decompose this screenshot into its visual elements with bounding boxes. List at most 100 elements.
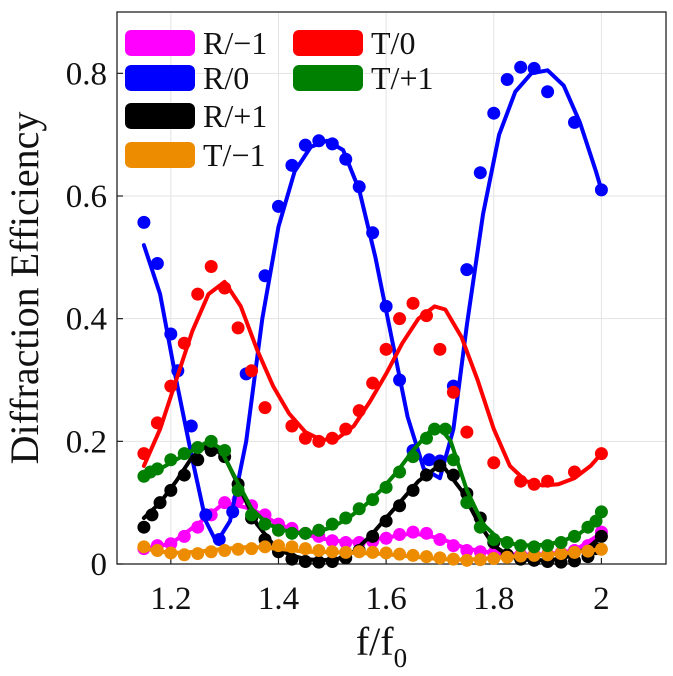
- data-point: [137, 540, 151, 554]
- data-point: [406, 483, 420, 497]
- x-tick-label: 2: [593, 581, 610, 617]
- data-point: [366, 226, 380, 240]
- y-axis-label: Diffraction Efficiency: [2, 112, 47, 465]
- data-point: [352, 180, 366, 194]
- data-point: [137, 215, 151, 229]
- data-point: [285, 526, 299, 540]
- data-point: [568, 529, 581, 543]
- data-point: [258, 540, 272, 554]
- data-point: [218, 444, 232, 458]
- data-point: [514, 539, 528, 553]
- data-point: [581, 544, 595, 558]
- data-point: [231, 483, 245, 497]
- data-point: [218, 544, 232, 558]
- data-point: [191, 440, 205, 454]
- data-point: [199, 508, 213, 522]
- data-point: [568, 545, 581, 559]
- data-point: [419, 526, 433, 540]
- data-point: [487, 551, 501, 565]
- data-point: [177, 447, 191, 461]
- data-point: [379, 299, 393, 313]
- legend-entry: T/−1: [125, 137, 265, 173]
- data-point: [312, 134, 326, 148]
- data-point: [554, 547, 568, 561]
- data-point: [594, 529, 608, 543]
- y-tick-label: 0.4: [66, 302, 107, 338]
- data-point: [177, 529, 191, 543]
- data-point: [339, 152, 353, 166]
- data-point: [568, 115, 581, 129]
- data-point: [325, 137, 339, 151]
- y-axis-ticks: 0 0.2 0.4 0.6 0.8: [66, 56, 123, 583]
- data-point: [514, 474, 528, 488]
- data-point: [245, 364, 259, 378]
- data-point: [150, 544, 164, 558]
- series-5: [137, 422, 608, 554]
- data-point: [164, 379, 178, 393]
- legend-entry: T/0: [293, 25, 415, 61]
- data-point: [177, 548, 191, 562]
- series-layer: [137, 60, 608, 569]
- data-point: [245, 508, 259, 522]
- data-point: [271, 199, 285, 213]
- data-point: [164, 483, 178, 497]
- x-tick-label: 1.8: [473, 581, 514, 617]
- data-point: [446, 385, 460, 399]
- data-point: [145, 508, 159, 522]
- data-point: [226, 505, 240, 519]
- data-point: [594, 183, 608, 197]
- data-point: [500, 536, 514, 550]
- data-point: [514, 60, 528, 74]
- data-point: [231, 321, 245, 335]
- legend: R/−1 T/0 R/0 T/+1 R/+1T/−1: [125, 25, 433, 173]
- data-point: [137, 520, 151, 534]
- legend-label: R/−1: [203, 25, 267, 61]
- series-3: [137, 539, 608, 567]
- data-point: [312, 523, 326, 537]
- y-tick-label: 0: [91, 547, 108, 583]
- data-point: [218, 281, 232, 295]
- data-point: [325, 534, 339, 548]
- data-point: [258, 401, 272, 415]
- data-point: [153, 496, 167, 510]
- data-point: [164, 453, 178, 467]
- data-point: [460, 263, 474, 277]
- data-point: [527, 61, 541, 75]
- data-point: [460, 544, 474, 558]
- data-point: [433, 551, 447, 565]
- y-tick-label: 0.2: [66, 424, 107, 460]
- legend-swatch: [125, 103, 195, 129]
- data-point: [406, 548, 420, 562]
- legend-entry: R/+1: [125, 98, 267, 134]
- data-point: [406, 296, 420, 310]
- data-point: [366, 529, 380, 543]
- data-point: [433, 459, 447, 473]
- legend-label: T/0: [371, 25, 415, 61]
- data-point: [460, 425, 474, 439]
- data-point: [298, 431, 312, 445]
- data-point: [184, 419, 198, 433]
- data-point: [527, 540, 541, 554]
- data-point: [204, 444, 218, 458]
- data-point: [594, 447, 608, 461]
- data-point: [298, 555, 312, 569]
- legend-swatch: [293, 65, 363, 91]
- data-point: [191, 287, 205, 301]
- data-point: [191, 547, 205, 561]
- data-point: [312, 555, 326, 569]
- legend-entry: T/+1: [293, 60, 433, 96]
- data-point: [514, 549, 528, 563]
- data-point: [594, 505, 608, 519]
- y-tick-label: 0.8: [66, 56, 107, 92]
- data-point: [379, 531, 393, 545]
- data-point: [446, 453, 460, 467]
- data-point: [393, 528, 407, 542]
- data-point: [419, 550, 433, 564]
- data-point: [352, 404, 366, 418]
- data-point: [487, 532, 501, 546]
- data-point: [366, 376, 380, 390]
- data-point: [428, 422, 442, 436]
- data-point: [460, 553, 474, 567]
- data-point: [541, 85, 555, 99]
